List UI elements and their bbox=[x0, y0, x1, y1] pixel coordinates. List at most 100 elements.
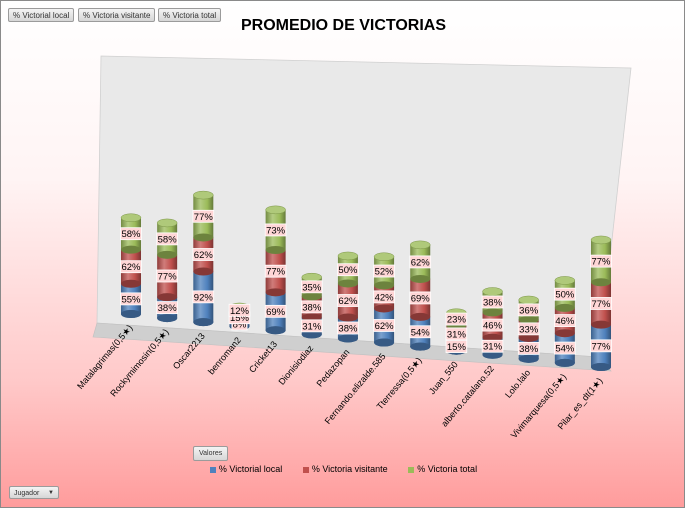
bar-base bbox=[121, 310, 141, 318]
bar-base bbox=[301, 330, 322, 339]
data-label-text: 92% bbox=[194, 292, 214, 303]
bar-base bbox=[518, 354, 539, 363]
data-label-text: 69% bbox=[411, 293, 431, 304]
legend-swatch-visitante bbox=[302, 466, 309, 473]
data-label-text: 38% bbox=[338, 324, 358, 335]
bar-base bbox=[591, 363, 611, 371]
data-label-text: 62% bbox=[121, 262, 141, 273]
bar-base bbox=[157, 314, 178, 323]
data-label-text: 38% bbox=[483, 297, 503, 308]
data-label: 31% bbox=[481, 339, 504, 353]
data-label-text: 31% bbox=[447, 329, 467, 340]
data-label: 50% bbox=[554, 287, 576, 301]
data-label-text: 31% bbox=[483, 342, 503, 353]
data-label-text: 15% bbox=[230, 313, 250, 324]
player-filter-dropdown[interactable]: Jugador ▼ bbox=[9, 486, 59, 499]
data-label-text: 12% bbox=[230, 306, 250, 317]
data-label: 69% bbox=[409, 291, 432, 304]
data-label-text: 77% bbox=[266, 267, 286, 278]
data-label: 38% bbox=[481, 295, 504, 308]
data-label-text: 73% bbox=[266, 225, 286, 236]
category-label: Pedazopan bbox=[315, 347, 352, 388]
data-label-text: 62% bbox=[194, 250, 214, 261]
data-label-text: 69% bbox=[266, 307, 286, 318]
category-label: Lolo.lalo bbox=[503, 368, 532, 400]
bar-base bbox=[554, 358, 575, 367]
data-label-text: 46% bbox=[483, 321, 503, 332]
data-label: 77% bbox=[590, 339, 612, 352]
player-filter-label: Jugador bbox=[14, 490, 40, 497]
data-label: 58% bbox=[120, 227, 142, 240]
data-label: 54% bbox=[409, 325, 432, 338]
data-label: 62% bbox=[373, 319, 395, 332]
data-label-text: 31% bbox=[302, 321, 322, 332]
data-label: 55% bbox=[120, 292, 142, 305]
data-label-text: 50% bbox=[338, 265, 358, 276]
data-label: 35% bbox=[300, 280, 323, 293]
data-label: 38% bbox=[337, 321, 359, 335]
data-label: 12% bbox=[228, 303, 251, 317]
data-label: 62% bbox=[337, 294, 359, 307]
data-label-text: 55% bbox=[121, 294, 141, 305]
legend-swatch-local bbox=[209, 466, 216, 473]
data-label-text: 58% bbox=[158, 234, 178, 245]
data-label-text: 38% bbox=[519, 344, 539, 355]
data-label-text: 62% bbox=[338, 296, 358, 307]
data-label-text: 38% bbox=[302, 302, 322, 313]
data-label: 42% bbox=[373, 290, 395, 303]
data-label-text: 58% bbox=[121, 229, 141, 240]
values-button[interactable]: Valores bbox=[193, 446, 229, 461]
data-label: 62% bbox=[192, 248, 215, 261]
field-button-total[interactable]: % Victoria total bbox=[158, 8, 222, 22]
plot-walls bbox=[92, 55, 632, 372]
data-labels: 55%62%58%38%77%58%92%62%77%8%15%12% 69%77… bbox=[120, 209, 612, 355]
data-label-text: 54% bbox=[555, 344, 575, 355]
bar-base bbox=[374, 338, 395, 347]
bar-base bbox=[482, 350, 503, 359]
data-label: 77% bbox=[192, 209, 215, 223]
bar-base bbox=[193, 318, 214, 327]
data-label-text: 38% bbox=[158, 303, 178, 314]
data-label-text: 35% bbox=[302, 282, 322, 293]
data-label: 73% bbox=[264, 223, 287, 236]
data-label: 31% bbox=[300, 319, 323, 332]
legend-label-total: % Victoria total bbox=[417, 464, 478, 474]
data-label-text: 54% bbox=[411, 327, 431, 338]
data-label-text: 50% bbox=[555, 290, 575, 301]
data-label: 46% bbox=[481, 318, 504, 332]
data-label: 23% bbox=[445, 312, 468, 326]
data-label-text: 33% bbox=[519, 324, 539, 335]
data-label: 92% bbox=[192, 290, 215, 303]
data-label-text: 62% bbox=[375, 321, 395, 332]
chevron-down-icon: ▼ bbox=[48, 490, 54, 496]
chart-title: PROMEDIO DE VICTORIAS bbox=[240, 17, 447, 34]
data-label: 77% bbox=[590, 297, 612, 310]
data-label: 54% bbox=[554, 341, 576, 355]
field-button-visitante[interactable]: % Victoria visitante bbox=[78, 8, 156, 22]
data-label: 69% bbox=[264, 304, 287, 318]
data-label: 77% bbox=[264, 264, 287, 278]
data-label: 62% bbox=[409, 255, 432, 268]
bar-base bbox=[410, 342, 431, 351]
field-button-local[interactable]: % Victorial local bbox=[8, 8, 75, 22]
data-label: 15% bbox=[445, 340, 468, 353]
data-label-text: 52% bbox=[375, 267, 395, 278]
chart-plot: 55%62%58%38%77%58%92%62%77%8%15%12% 69%77… bbox=[75, 55, 632, 440]
data-label-text: 36% bbox=[519, 305, 539, 316]
category-label: Juan_550 bbox=[427, 360, 460, 397]
data-label: 38% bbox=[517, 341, 540, 355]
data-label: 77% bbox=[590, 254, 612, 268]
data-label-text: 23% bbox=[447, 315, 467, 326]
data-label: 52% bbox=[373, 264, 395, 278]
data-label: 58% bbox=[156, 232, 178, 245]
data-label-text: 77% bbox=[158, 272, 178, 283]
bar-total bbox=[554, 276, 576, 312]
data-label-text: 77% bbox=[591, 341, 611, 352]
legend-item-total: % Victoria total bbox=[408, 464, 477, 474]
data-label: 36% bbox=[517, 303, 540, 316]
bar-base bbox=[265, 326, 286, 335]
data-label-text: 77% bbox=[591, 257, 611, 268]
data-label: 38% bbox=[156, 301, 178, 314]
data-label: 62% bbox=[120, 260, 142, 273]
